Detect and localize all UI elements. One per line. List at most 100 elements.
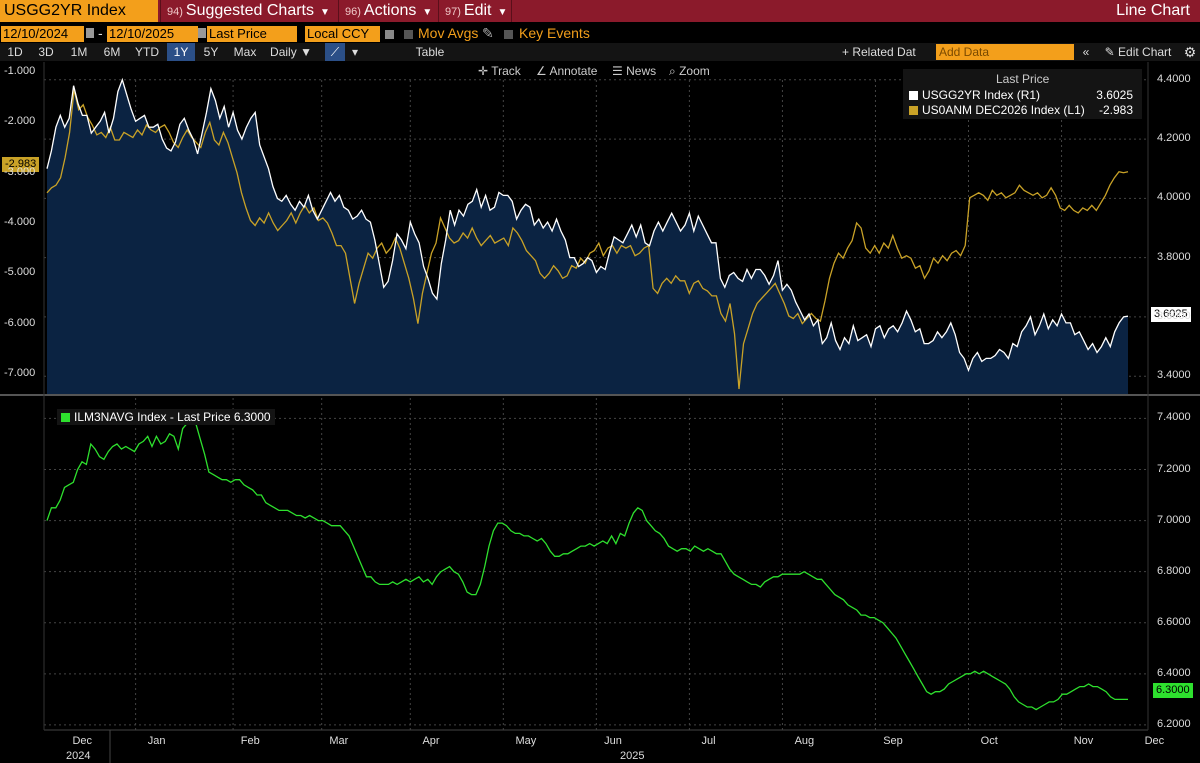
usgg2yr-series-line[interactable] <box>46 77 1129 373</box>
legend-swatch <box>909 106 918 116</box>
annotate-label: Annotate <box>549 64 598 78</box>
track-label: Track <box>491 64 521 78</box>
x-axis-year-label: 2024 <box>66 750 91 762</box>
related-data-button[interactable]: + Related Dat <box>842 45 916 59</box>
right-last-value-tag: 3.6025 <box>1151 307 1191 322</box>
menu-label: Edit <box>463 2 492 19</box>
x-axis-month-label: Jul <box>701 735 716 747</box>
edit-chart-button[interactable]: ✎ Edit Chart <box>1098 43 1178 61</box>
range-1m-button[interactable]: 1M <box>70 45 88 59</box>
double-chevron-left-icon[interactable]: « <box>1082 45 1090 59</box>
magnifier-icon: ⌕ <box>669 64 676 78</box>
menu-number: 97) <box>445 6 461 18</box>
legend-value: -2.983 <box>1098 103 1133 117</box>
menu-label: Actions <box>363 2 417 19</box>
x-axis-month-label: Nov <box>1073 735 1094 747</box>
legend-name: ILM3NAVG Index - Last Price 6.3000 <box>74 410 271 424</box>
zoom-tool[interactable]: ⌕ Zoom <box>669 62 710 80</box>
left-axis-tick: -5.000 <box>4 266 36 279</box>
calendar-icon[interactable] <box>86 28 94 38</box>
menu-label: Suggested Charts <box>185 2 314 19</box>
calendar-icon[interactable] <box>198 28 206 38</box>
top-toolbar: USGG2YR Index 94) Suggested Charts ▼ 96) Ac… <box>0 0 1200 22</box>
legend-entry-us0anm[interactable]: US0ANM DEC2026 Index (L1) -2.983 <box>909 103 1139 117</box>
lower-axis-tick: 6.4000 <box>1157 666 1191 679</box>
actions-menu[interactable]: 96) Actions ▼ <box>338 0 438 22</box>
news-icon: ☰ <box>612 64 623 78</box>
legend-entry-usgg2yr[interactable]: USGG2YR Index (R1) 3.6025 <box>909 88 1139 102</box>
chevron-down-icon[interactable]: ▾ <box>351 45 359 59</box>
x-axis-month-label: Mar <box>329 735 349 747</box>
right-axis-tick: 3.6000 <box>1157 309 1191 322</box>
range-1y-button[interactable]: 1Y <box>167 43 195 61</box>
lower-axis-tick: 7.4000 <box>1157 411 1191 424</box>
range-max-button[interactable]: Max <box>233 45 257 59</box>
left-axis-tick: -7.000 <box>4 366 36 379</box>
left-axis-tick: -4.000 <box>4 215 36 228</box>
legend-value: 3.6025 <box>1096 88 1133 102</box>
frequency-selector[interactable]: Daily ▼ <box>266 43 316 61</box>
settings-toolbar: 12/10/2024 - 12/10/2025 Last Price Local… <box>0 24 1200 42</box>
lower-axis-tick: 6.8000 <box>1157 564 1191 577</box>
left-axis-tick: -2.000 <box>4 115 36 128</box>
x-axis-month-label: Jun <box>604 735 622 747</box>
ticker-field[interactable]: USGG2YR Index <box>0 0 158 22</box>
x-axis-month-label: Feb <box>240 735 260 747</box>
right-axis-tick: 4.0000 <box>1157 191 1191 204</box>
range-6m-button[interactable]: 6M <box>103 45 121 59</box>
legend-swatch <box>61 413 70 423</box>
edit-menu[interactable]: 97) Edit ▼ <box>438 0 512 22</box>
pencil-icon[interactable]: ✎ <box>482 25 494 41</box>
news-tool[interactable]: ☰ News <box>612 62 656 80</box>
lower-gridlines <box>44 398 1148 730</box>
range-toolbar: 1D 3D 1M 6M YTD 1Y 5Y Max Daily ▼ ⟋ ▾ Ta… <box>0 43 1200 61</box>
start-date-field[interactable]: 12/10/2024 <box>1 26 84 42</box>
mov-avgs-label[interactable]: Mov Avgs <box>418 25 479 41</box>
mov-avgs-checkbox[interactable] <box>404 30 413 39</box>
x-axis-month-label: Dec <box>72 735 92 747</box>
currency-selector[interactable]: Local CCY <box>305 26 380 42</box>
annotate-tool[interactable]: ∠ Annotate <box>536 62 597 80</box>
chart-type-label: Line Chart <box>1116 2 1190 19</box>
caret-down-icon: ▼ <box>319 7 330 18</box>
suggested-charts-menu[interactable]: 94) Suggested Charts ▼ <box>160 0 338 22</box>
x-axis-month-label: Aug <box>794 735 815 747</box>
field-selector[interactable]: Last Price <box>207 26 297 42</box>
legend-name: USGG2YR Index (R1) <box>922 88 1041 102</box>
x-axis-month-label: Apr <box>422 735 440 747</box>
x-axis-month-label: Oct <box>980 735 998 747</box>
key-events-label[interactable]: Key Events <box>519 25 590 41</box>
upper-legend: Last Price USGG2YR Index (R1) 3.6025 US0… <box>903 69 1142 119</box>
lower-last-value-tag: 6.3000 <box>1153 683 1193 698</box>
add-data-input[interactable]: Add Data <box>936 44 1074 60</box>
end-date-field[interactable]: 12/10/2025 <box>107 26 198 42</box>
key-events-checkbox[interactable] <box>504 30 513 39</box>
track-tool[interactable]: ✛ Track <box>478 62 521 80</box>
lower-legend[interactable]: ILM3NAVG Index - Last Price 6.3000 <box>57 409 275 425</box>
range-3d-button[interactable]: 3D <box>38 45 54 59</box>
range-5y-button[interactable]: 5Y <box>203 45 219 59</box>
right-axis-tick: 3.8000 <box>1157 250 1191 263</box>
lower-axis-tick: 7.2000 <box>1157 462 1191 475</box>
settings-icon[interactable]: ⚙ <box>1183 44 1197 60</box>
dropdown-icon[interactable] <box>385 30 394 39</box>
range-1d-button[interactable]: 1D <box>7 45 23 59</box>
line-chart-icon[interactable]: ⟋ <box>325 43 345 61</box>
lower-axis-tick: 7.0000 <box>1157 513 1191 526</box>
legend-name: US0ANM DEC2026 Index (L1) <box>922 103 1085 117</box>
x-axis-month-label: May <box>515 735 537 747</box>
zoom-label: Zoom <box>679 64 710 78</box>
x-axis-year-label: 2025 <box>620 750 645 762</box>
left-axis-tick: -3.000 <box>4 165 36 178</box>
news-label: News <box>626 64 657 78</box>
range-ytd-button[interactable]: YTD <box>135 45 159 59</box>
caret-down-icon: ▼ <box>300 45 312 59</box>
ilm3navg-series-line[interactable] <box>46 411 1128 711</box>
right-axis-tick: 4.2000 <box>1157 132 1191 145</box>
usgg2yr-area-fill <box>47 79 1128 395</box>
left-axis-tick: -6.000 <box>4 316 36 329</box>
table-button[interactable]: Table <box>415 45 445 59</box>
left-last-value-tag: -2.983 <box>2 157 40 172</box>
legend-swatch <box>909 91 918 101</box>
lower-axis-tick: 6.6000 <box>1157 615 1191 628</box>
